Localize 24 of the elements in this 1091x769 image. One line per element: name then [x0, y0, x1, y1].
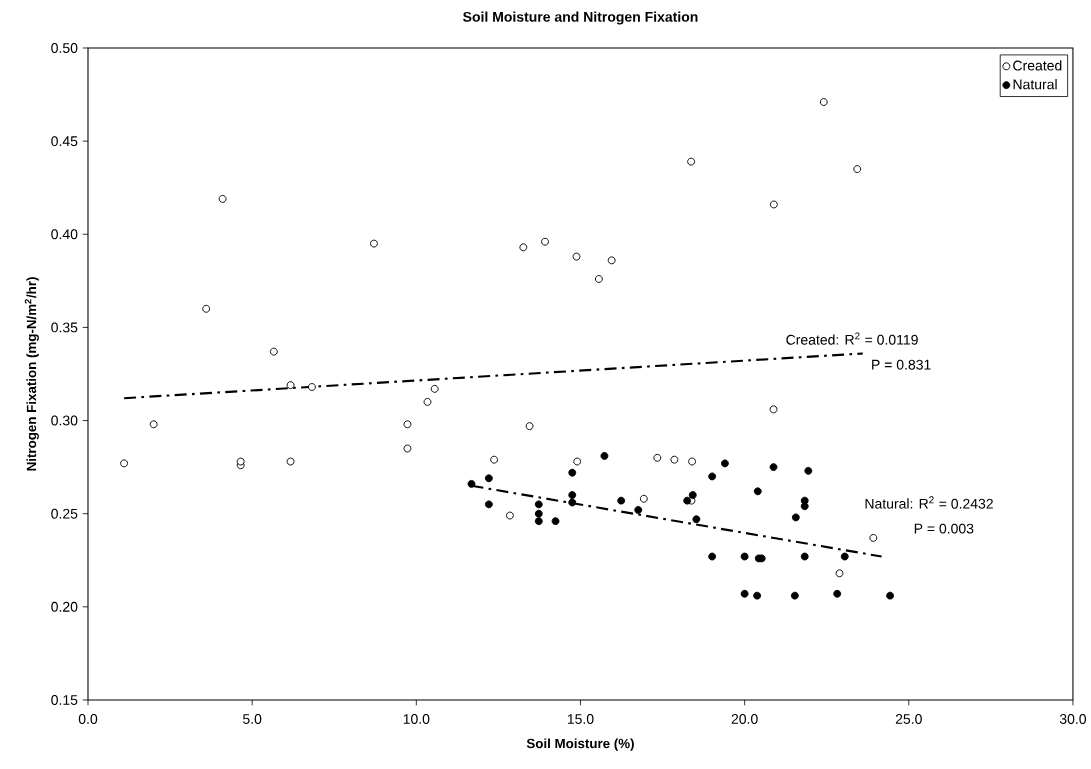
annotation: P = 0.003 — [914, 523, 974, 534]
x-tick-label: 15.0 — [567, 714, 594, 724]
x-tick-label: 25.0 — [895, 714, 922, 724]
y-tick-label: 0.30 — [51, 415, 78, 426]
x-tick-label: 10.0 — [403, 714, 430, 724]
y-tick-label: 0.50 — [51, 43, 78, 53]
y-tick-label: 0.20 — [51, 601, 78, 612]
annotation: P = 0.831 — [872, 359, 931, 370]
x-tick-label: 0.0 — [78, 714, 98, 724]
x-tick-label: 5.0 — [242, 714, 262, 724]
annotation: Natural: R$^{2}$ = 0.2432 — [865, 496, 993, 509]
y-tick-label: 0.25 — [51, 508, 78, 519]
y-tick-label: 0.35 — [51, 322, 78, 333]
x-tick-label: 20.0 — [731, 714, 758, 724]
chart-title: Soil Moisture and Nitrogen Fixation — [463, 11, 698, 25]
y-tick-label: 0.40 — [51, 229, 78, 240]
x-axis-title: Soil Moisture (%) — [526, 738, 634, 751]
legend-label: Created — [1013, 60, 1062, 71]
x-tick-label: 30.0 — [1059, 714, 1087, 724]
y-tick-label: 0.15 — [51, 695, 78, 705]
legend-label: Natural — [1013, 79, 1057, 90]
y-axis-title: Nitrogen Fixation (mg-N/m$^{2}$/hr) — [24, 277, 39, 471]
y-tick-label: 0.45 — [51, 136, 78, 147]
annotation: Created: R$^{2}$ = 0.0119 — [786, 332, 918, 345]
